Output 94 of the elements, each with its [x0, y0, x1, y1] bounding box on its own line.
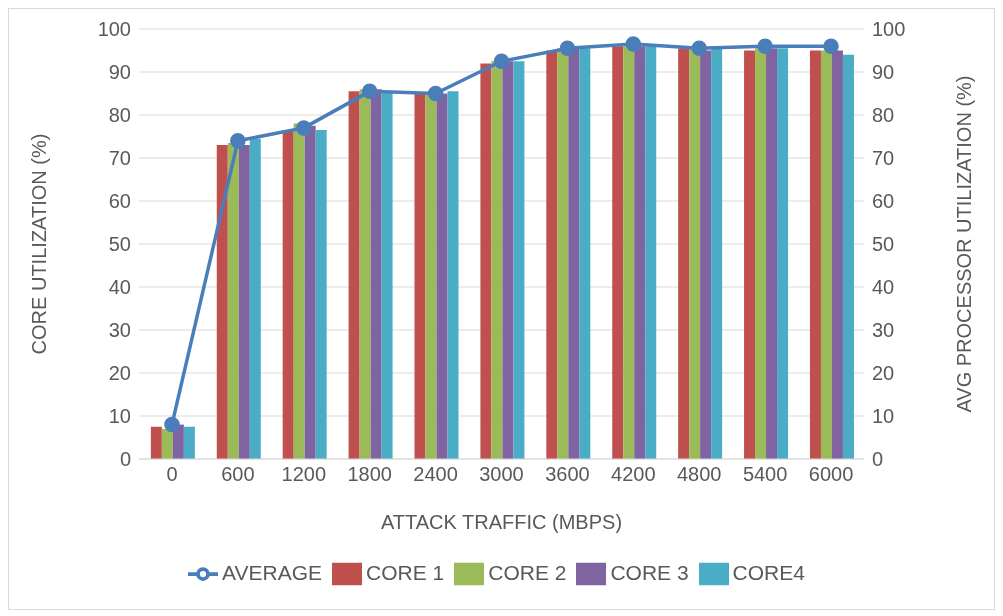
- y2-tick-label: 90: [872, 61, 895, 84]
- bar: [831, 50, 843, 459]
- bar: [842, 54, 854, 459]
- bar: [809, 50, 821, 459]
- point: [427, 85, 444, 102]
- y-tick-label: 50: [108, 233, 131, 256]
- bar: [634, 46, 646, 459]
- bar: [282, 130, 294, 459]
- point: [164, 416, 180, 433]
- legend-label: CORE 2: [488, 560, 567, 584]
- bar: [546, 50, 558, 459]
- bar: [293, 123, 305, 459]
- bar: [381, 91, 393, 459]
- y-tick-label: 20: [108, 362, 131, 385]
- x-tick-label: 4200: [611, 463, 656, 486]
- y2-axis-title: AVG PROCESSOR UTILIZATION (%): [953, 75, 976, 413]
- bar: [315, 130, 327, 459]
- x-tick-label: 3600: [545, 463, 590, 486]
- bar: [238, 145, 250, 459]
- y-tick-label: 60: [108, 190, 131, 213]
- x-tick-label: 0: [166, 463, 178, 486]
- x-tick-label: 1200: [281, 463, 327, 486]
- y-tick-label: 30: [108, 319, 131, 342]
- y2-tick-label: 40: [872, 276, 895, 299]
- bar: [414, 93, 426, 459]
- bar: [744, 50, 756, 459]
- bar: [711, 48, 723, 459]
- point: [625, 36, 642, 52]
- legend-label: AVERAGE: [222, 560, 323, 584]
- bar: [436, 93, 448, 459]
- legend-label: CORE 1: [366, 560, 445, 584]
- point: [757, 38, 773, 54]
- y-tick-label: 90: [108, 61, 131, 84]
- bar: [150, 426, 162, 459]
- bar: [700, 50, 712, 459]
- y2-tick-label: 60: [872, 190, 895, 213]
- y-tick-label: 40: [108, 276, 131, 299]
- point: [296, 120, 312, 136]
- y2-tick-label: 20: [872, 362, 895, 385]
- bar: [513, 61, 525, 459]
- bar: [370, 89, 382, 459]
- x-tick-label: 5400: [742, 463, 788, 486]
- y-tick-label: 70: [108, 147, 131, 170]
- bar: [612, 46, 624, 459]
- bar: [480, 63, 492, 459]
- bar: [623, 46, 635, 459]
- bar: [425, 93, 437, 459]
- point: [559, 40, 576, 57]
- legend-label: CORE 3: [610, 560, 689, 584]
- bar: [678, 48, 690, 459]
- bar: [304, 125, 316, 459]
- bar: [645, 46, 657, 459]
- y2-tick-label: 70: [872, 147, 895, 170]
- bar: [359, 89, 371, 459]
- x-tick-label: 1800: [347, 463, 392, 486]
- y-tick-label: 100: [97, 18, 131, 41]
- point: [493, 53, 510, 69]
- bar: [766, 48, 778, 459]
- y2-tick-label: 10: [872, 405, 895, 428]
- bar: [491, 61, 503, 459]
- point: [691, 40, 707, 57]
- y2-tick-label: 0: [872, 448, 884, 471]
- y-tick-label: 0: [119, 448, 131, 471]
- point: [230, 133, 246, 149]
- bar: [689, 48, 701, 459]
- legend-label: CORE4: [732, 560, 805, 584]
- bar: [161, 428, 173, 459]
- point: [823, 38, 839, 54]
- bar: [348, 91, 360, 459]
- bar: [568, 48, 580, 459]
- y2-tick-label: 100: [872, 18, 906, 41]
- x-tick-label: 3000: [479, 463, 524, 486]
- bar: [579, 48, 591, 459]
- bar: [755, 48, 767, 459]
- bar: [183, 426, 195, 459]
- point: [361, 83, 378, 100]
- bar: [502, 61, 514, 459]
- y2-tick-label: 30: [872, 319, 895, 342]
- bar: [249, 138, 261, 459]
- x-tick-label: 4800: [676, 463, 722, 486]
- x-tick-label: 2400: [413, 463, 458, 486]
- bar: [777, 48, 789, 459]
- y-tick-label: 80: [108, 104, 131, 127]
- y2-tick-label: 50: [872, 233, 895, 256]
- x-tick-label: 6000: [808, 463, 854, 486]
- y2-tick-label: 80: [872, 104, 895, 127]
- bar: [227, 142, 239, 459]
- x-axis-title: ATTACK TRAFFIC (MBPS): [380, 511, 623, 533]
- bar: [216, 145, 228, 459]
- bar: [447, 91, 459, 459]
- y-tick-label: 10: [108, 405, 131, 428]
- bar: [820, 50, 832, 459]
- x-tick-label: 600: [221, 463, 255, 486]
- y-axis-title: CORE UTILIZATION (%): [28, 133, 51, 355]
